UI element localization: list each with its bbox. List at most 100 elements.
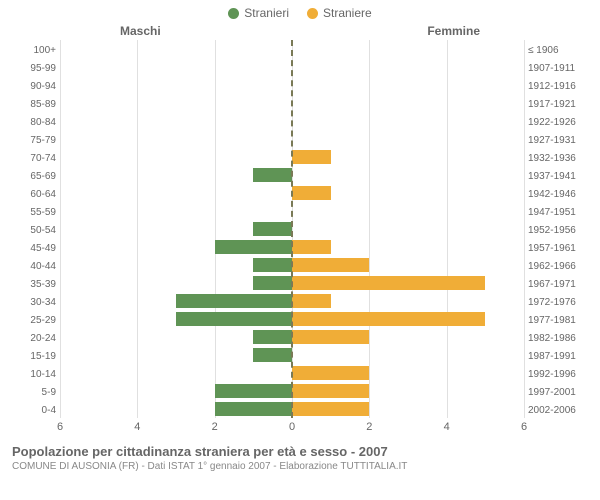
legend-male: Stranieri: [228, 6, 289, 20]
male-half: [60, 94, 292, 112]
year-label: 1962-1966: [528, 258, 592, 276]
male-half: [60, 112, 292, 130]
male-half: [60, 328, 292, 346]
male-half: [60, 256, 292, 274]
chart-subtitle: COMUNE DI AUSONIA (FR) - Dati ISTAT 1° g…: [12, 461, 588, 472]
male-half: [60, 346, 292, 364]
female-half: [292, 292, 524, 310]
x-tick: 4: [134, 421, 140, 433]
male-bar: [253, 330, 292, 344]
male-half: [60, 364, 292, 382]
female-bar: [292, 186, 331, 200]
female-half: [292, 274, 524, 292]
age-label: 95-99: [8, 60, 56, 78]
female-bar: [292, 330, 369, 344]
male-bar: [253, 168, 292, 182]
year-label: 1927-1931: [528, 132, 592, 150]
female-bar: [292, 402, 369, 416]
year-label: 1942-1946: [528, 186, 592, 204]
male-bar: [176, 294, 292, 308]
female-half: [292, 202, 524, 220]
legend-female: Straniere: [307, 6, 372, 20]
year-label: 1907-1911: [528, 60, 592, 78]
age-label: 100+: [8, 42, 56, 60]
male-half: [60, 274, 292, 292]
header-femmine: Femmine: [427, 24, 480, 38]
x-tick: 2: [212, 421, 218, 433]
female-bar: [292, 294, 331, 308]
female-bar: [292, 276, 485, 290]
male-half: [60, 238, 292, 256]
male-half: [60, 400, 292, 418]
female-bar: [292, 312, 485, 326]
male-bar: [253, 222, 292, 236]
female-half: [292, 364, 524, 382]
female-half: [292, 76, 524, 94]
female-bar: [292, 258, 369, 272]
age-label: 45-49: [8, 240, 56, 258]
male-half: [60, 202, 292, 220]
female-half: [292, 184, 524, 202]
female-half: [292, 346, 524, 364]
male-half: [60, 220, 292, 238]
header-maschi: Maschi: [120, 24, 161, 38]
female-half: [292, 130, 524, 148]
female-bar: [292, 384, 369, 398]
year-label: 1952-1956: [528, 222, 592, 240]
year-label: 1982-1986: [528, 330, 592, 348]
year-label: ≤ 1906: [528, 42, 592, 60]
centerline: [291, 40, 293, 418]
male-bar: [253, 276, 292, 290]
male-bar: [215, 402, 292, 416]
age-label: 70-74: [8, 150, 56, 168]
y-axis-left-label: Fasce di età: [0, 144, 3, 213]
age-label: 25-29: [8, 312, 56, 330]
legend-swatch-male: [228, 8, 239, 19]
year-label: 1912-1916: [528, 78, 592, 96]
year-label: 1932-1936: [528, 150, 592, 168]
female-half: [292, 220, 524, 238]
age-label: 50-54: [8, 222, 56, 240]
x-tick: 4: [444, 421, 450, 433]
x-axis: 6420246: [60, 418, 524, 440]
age-label: 20-24: [8, 330, 56, 348]
year-label: 2002-2006: [528, 402, 592, 420]
female-bar: [292, 240, 331, 254]
female-half: [292, 256, 524, 274]
x-tick: 6: [57, 421, 63, 433]
year-label: 1947-1951: [528, 204, 592, 222]
year-label: 1977-1981: [528, 312, 592, 330]
x-tick: 0: [289, 421, 295, 433]
male-half: [60, 292, 292, 310]
age-label: 85-89: [8, 96, 56, 114]
chart-area: Fasce di età Anni di nascita 100+95-9990…: [0, 40, 600, 440]
female-half: [292, 166, 524, 184]
male-half: [60, 166, 292, 184]
legend-swatch-female: [307, 8, 318, 19]
chart-title: Popolazione per cittadinanza straniera p…: [12, 444, 588, 459]
female-half: [292, 328, 524, 346]
plot: 6420246: [60, 40, 524, 440]
female-half: [292, 148, 524, 166]
female-half: [292, 400, 524, 418]
x-tick: 6: [521, 421, 527, 433]
male-bar: [253, 258, 292, 272]
female-half: [292, 94, 524, 112]
age-label: 60-64: [8, 186, 56, 204]
male-half: [60, 310, 292, 328]
year-label: 1917-1921: [528, 96, 592, 114]
male-half: [60, 58, 292, 76]
year-label: 1922-1926: [528, 114, 592, 132]
age-label: 10-14: [8, 366, 56, 384]
year-label: 1967-1971: [528, 276, 592, 294]
age-label: 40-44: [8, 258, 56, 276]
male-half: [60, 184, 292, 202]
female-half: [292, 238, 524, 256]
age-label: 80-84: [8, 114, 56, 132]
age-label: 55-59: [8, 204, 56, 222]
male-half: [60, 130, 292, 148]
male-half: [60, 148, 292, 166]
year-label: 1972-1976: [528, 294, 592, 312]
male-bar: [176, 312, 292, 326]
male-bar: [215, 384, 292, 398]
